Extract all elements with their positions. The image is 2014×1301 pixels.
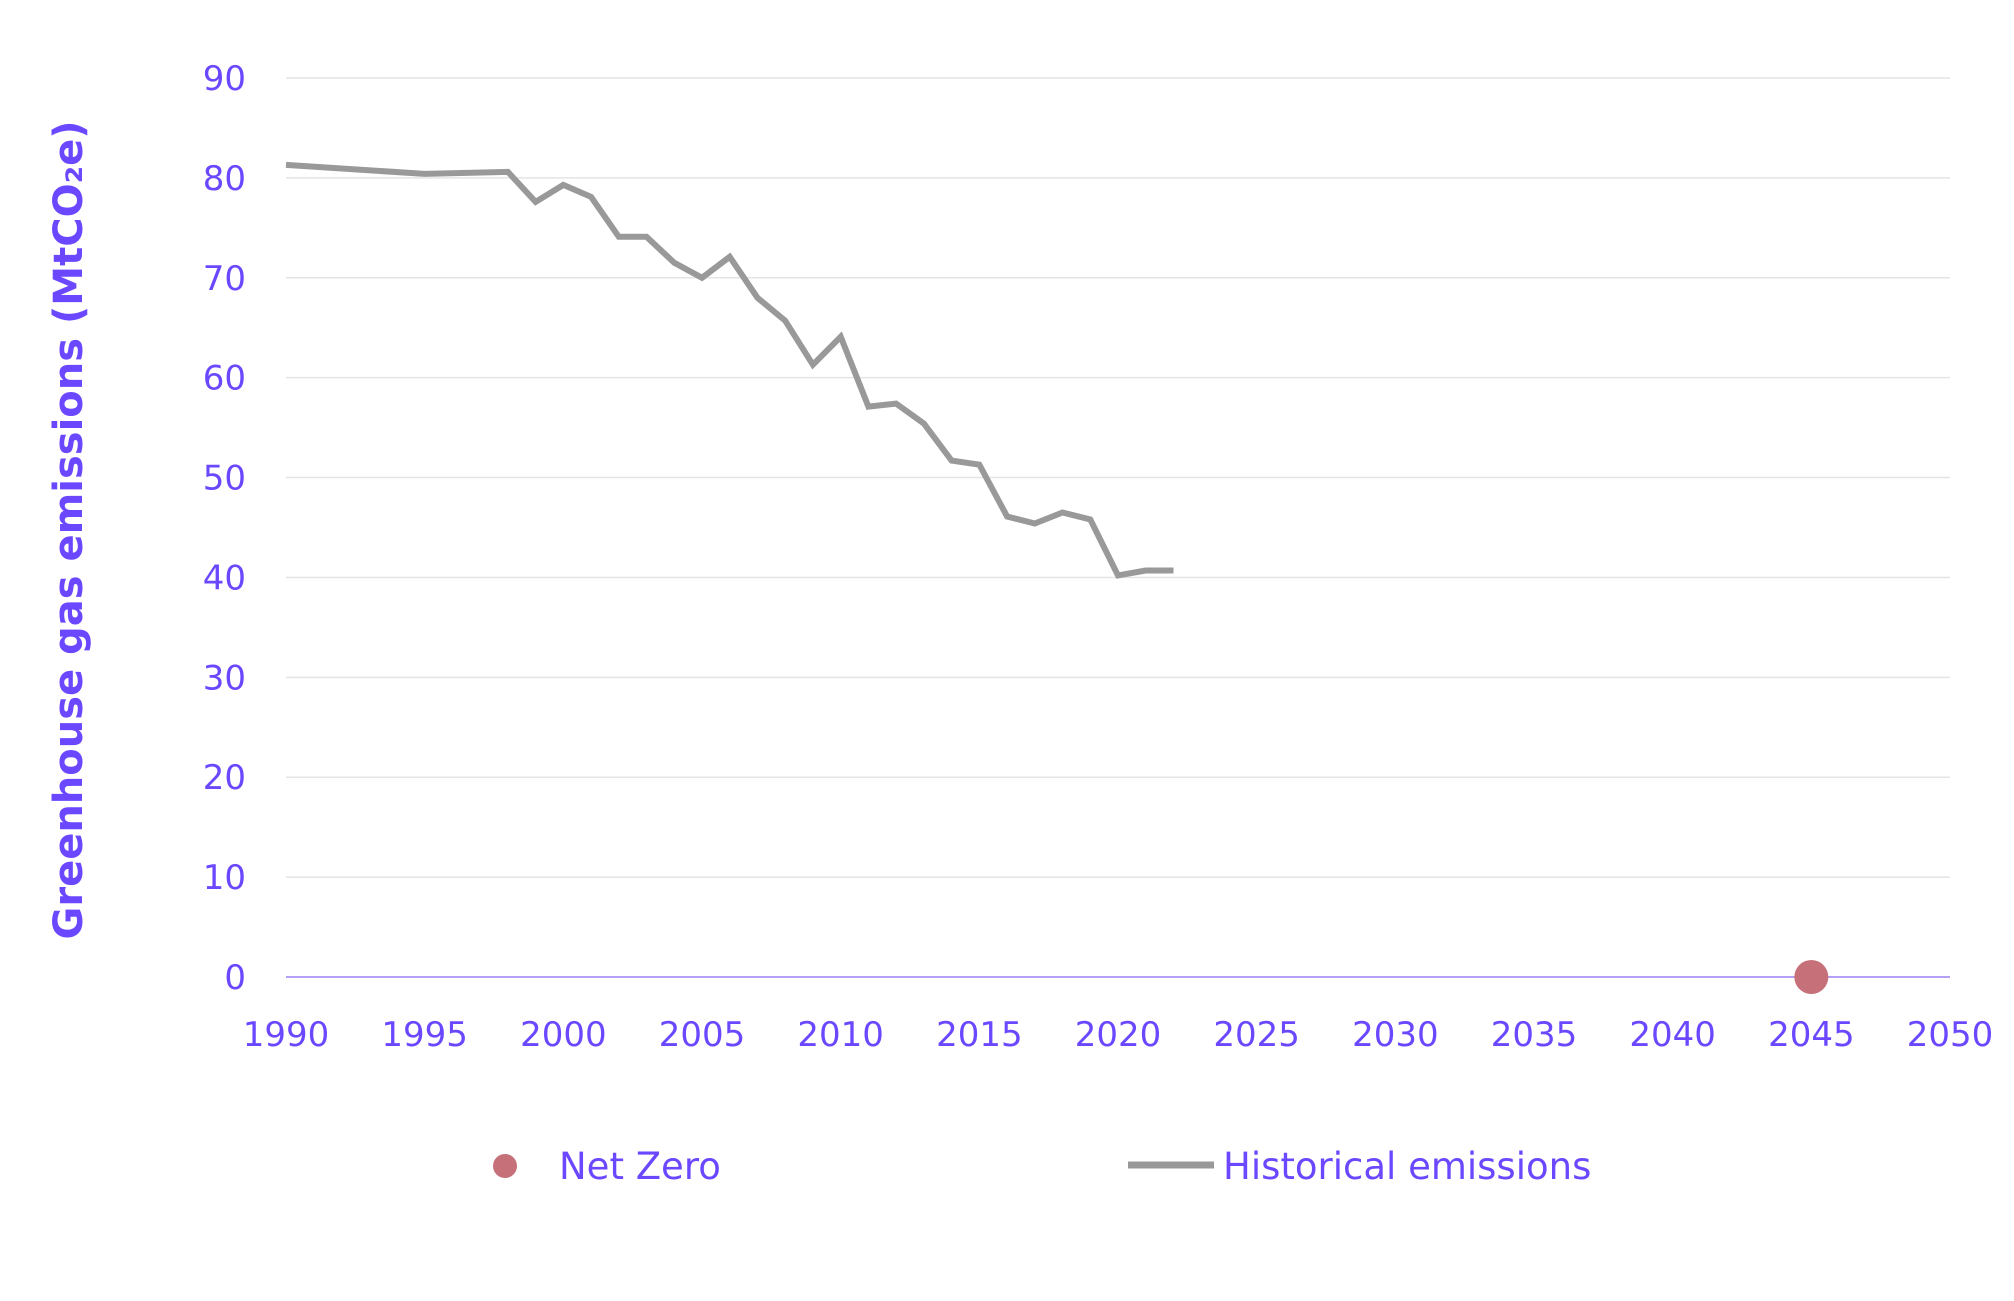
legend[interactable]: Net Zero Historical emissions [493, 1145, 1591, 1188]
x-tick-label: 2015 [936, 1015, 1023, 1055]
y-tick-label: 0 [224, 958, 246, 998]
y-tick-label: 80 [203, 159, 246, 199]
x-tick-label: 2045 [1768, 1015, 1855, 1055]
x-tick-label: 2030 [1352, 1015, 1439, 1055]
y-tick-labels: 0 10 20 30 40 50 60 70 80 90 [203, 59, 246, 998]
x-tick-label: 1995 [381, 1015, 468, 1055]
y-axis-title: Greenhouse gas emissions (MtCO₂e) [46, 121, 92, 940]
legend-net-zero-marker [493, 1154, 517, 1178]
x-tick-label: 2035 [1491, 1015, 1578, 1055]
y-tick-label: 60 [203, 359, 246, 399]
y-tick-label: 40 [203, 558, 246, 598]
y-tick-label: 90 [203, 59, 246, 99]
x-tick-label: 2010 [797, 1015, 884, 1055]
x-tick-labels: 1990 1995 2000 2005 2010 2015 2020 2025 2030 2035… [243, 1015, 1994, 1055]
y-tick-label: 50 [203, 459, 246, 499]
x-tick-label: 2040 [1629, 1015, 1716, 1055]
y-tick-label: 70 [203, 259, 246, 299]
legend-historical-label: Historical emissions [1223, 1145, 1591, 1188]
y-tick-label: 30 [203, 658, 246, 698]
y-tick-label: 10 [203, 858, 246, 898]
x-tick-label: 1990 [243, 1015, 330, 1055]
x-tick-label: 2025 [1213, 1015, 1300, 1055]
legend-net-zero-label: Net Zero [559, 1145, 721, 1188]
historical-emissions-line [285, 161, 1174, 579]
x-tick-label: 2020 [1075, 1015, 1162, 1055]
y-tick-label: 20 [203, 758, 246, 798]
net-zero-point [1794, 960, 1829, 994]
gridlines [286, 77, 1950, 878]
series-layer [285, 161, 1829, 994]
x-tick-label: 2050 [1907, 1015, 1994, 1055]
x-tick-label: 2005 [659, 1015, 746, 1055]
x-tick-label: 2000 [520, 1015, 607, 1055]
